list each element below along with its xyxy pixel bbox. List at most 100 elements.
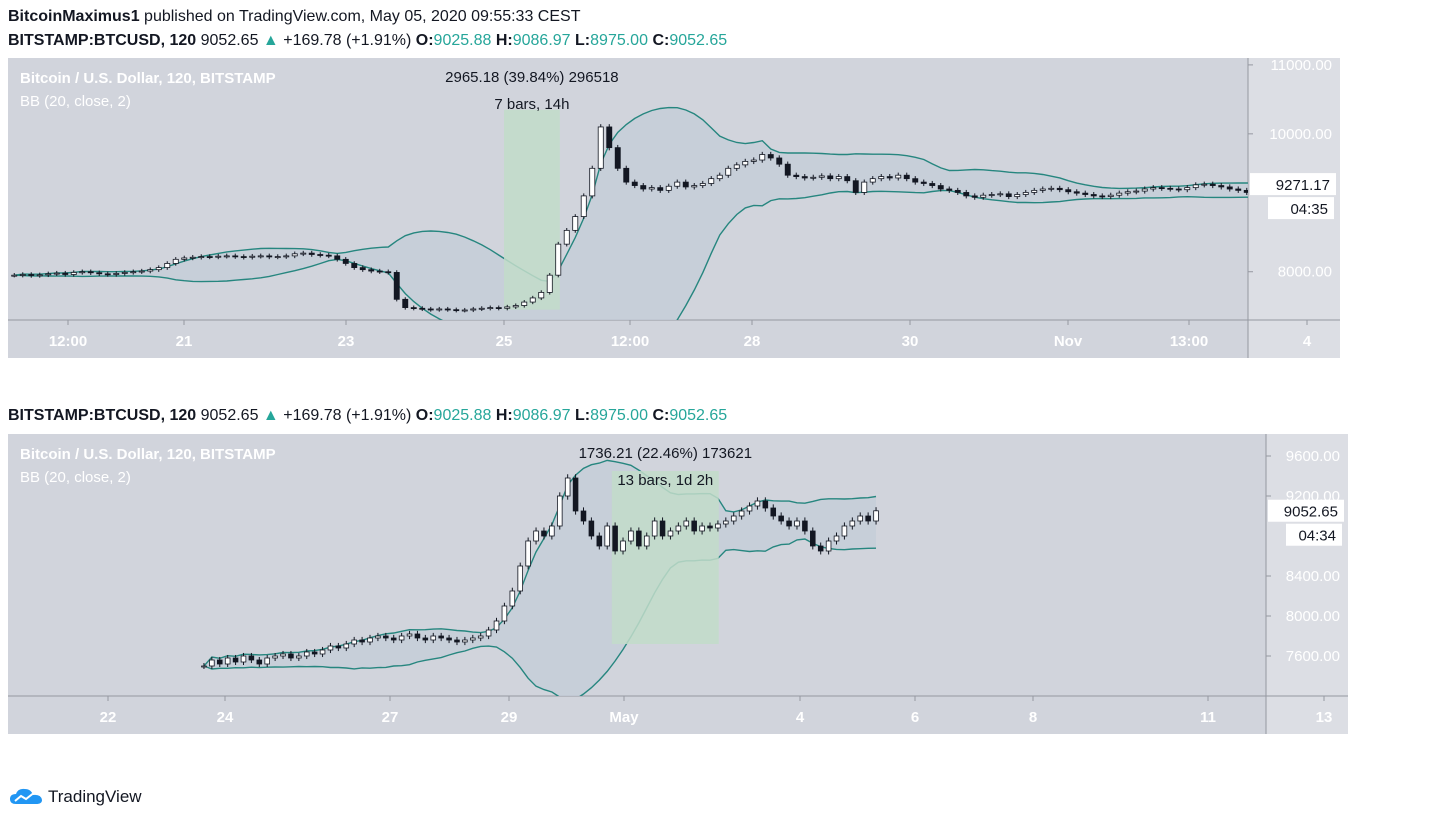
indicator-label: BB (20, close, 2) — [20, 469, 131, 486]
candle-body — [249, 255, 256, 258]
candle-body — [155, 267, 162, 271]
candle-body — [776, 157, 783, 165]
last-price-label: 9052.65 — [1284, 504, 1338, 521]
candle-body — [359, 267, 366, 271]
high-value: 9086.97 — [512, 32, 571, 49]
candle-body — [750, 159, 757, 162]
candle-body — [597, 126, 604, 169]
candle-body — [201, 665, 207, 668]
candle-body — [385, 271, 392, 274]
candle-body — [223, 255, 230, 258]
candle-body — [477, 635, 484, 639]
candle-body — [612, 525, 618, 552]
last-price-box — [1250, 173, 1336, 196]
candle-body — [895, 174, 902, 179]
candle-body — [715, 523, 721, 529]
candle-body — [588, 520, 595, 537]
candle-body — [572, 477, 579, 512]
footer-brand[interactable]: TradingView — [8, 786, 142, 808]
candle-body — [699, 183, 706, 186]
candle-body — [683, 520, 690, 527]
candle-body — [444, 308, 451, 311]
candle-body — [1014, 194, 1021, 197]
chart-title: Bitcoin / U.S. Dollar, 120, BITSTAMP — [20, 446, 276, 463]
publish-info: published on TradingView.com, May 05, 20… — [144, 8, 581, 25]
candle-body — [1150, 187, 1157, 190]
candle-body — [311, 651, 318, 655]
candle-body — [1073, 191, 1080, 194]
candle-body — [325, 254, 332, 257]
x-tick-label: 28 — [744, 333, 761, 350]
candle-body — [980, 194, 987, 198]
publish-line: BitcoinMaximus1 published on TradingView… — [8, 8, 580, 26]
countdown-label: 04:34 — [1298, 528, 1336, 545]
candle-body — [45, 273, 52, 276]
candle-body — [257, 255, 264, 258]
candle-body — [733, 164, 740, 169]
candle-body — [770, 507, 777, 517]
candle-body — [1209, 183, 1216, 186]
up-arrow-icon: ▲ — [262, 407, 279, 424]
symbol: BITSTAMP:BTCUSD, 120 — [8, 32, 197, 49]
plot-area — [201, 459, 879, 696]
x-tick-label: 12:00 — [49, 333, 87, 350]
symbol: BITSTAMP:BTCUSD, 120 — [8, 407, 197, 424]
candle-body — [1184, 187, 1191, 191]
measure-label-bars: 7 bars, 14h — [494, 96, 569, 113]
candle-body — [841, 525, 848, 537]
candle-body — [929, 183, 936, 186]
candle-body — [181, 257, 188, 260]
candle-body — [580, 195, 587, 217]
bb-band-fill — [14, 107, 1248, 320]
ohlc-line-bottom: BITSTAMP:BTCUSD, 120 9052.65 ▲ +169.78 (… — [8, 407, 727, 425]
candle-body — [810, 176, 817, 179]
candle-body — [538, 292, 545, 299]
candle-body — [215, 255, 222, 258]
candle-body — [209, 659, 215, 667]
candle-body — [274, 256, 281, 258]
low-label: L: — [575, 407, 591, 424]
candle-body — [852, 180, 859, 193]
candle-body — [1141, 188, 1148, 192]
candle-body — [266, 255, 273, 258]
candle-body — [96, 272, 103, 275]
candle-body — [636, 530, 642, 547]
candle-body — [296, 655, 302, 659]
candle-body — [130, 271, 137, 274]
candle-body — [280, 653, 286, 657]
candle-body — [232, 657, 239, 663]
close-label: C: — [652, 407, 670, 424]
candle-body — [623, 167, 630, 183]
candle-body — [1116, 192, 1123, 196]
candle-body — [997, 193, 1004, 196]
low-value: 8975.00 — [590, 32, 648, 49]
open-value: 9025.88 — [433, 407, 492, 424]
plot-area — [11, 106, 1248, 320]
candle-body — [1107, 194, 1114, 197]
high-label: H: — [495, 32, 513, 49]
bb-lower-band — [203, 538, 877, 696]
candle-body — [319, 649, 326, 655]
candle-body — [454, 639, 460, 643]
footer-brand-label: TradingView — [48, 787, 142, 806]
candle-body — [335, 645, 342, 649]
candle-body — [402, 298, 409, 308]
last-price: 9052.65 — [200, 407, 259, 424]
candle-body — [495, 307, 502, 309]
author-name[interactable]: BitcoinMaximus1 — [8, 8, 140, 25]
candle-body — [640, 185, 647, 190]
candle-body — [835, 176, 842, 180]
candle-body — [707, 525, 713, 529]
candle-body — [300, 252, 307, 255]
candle-body — [398, 635, 405, 641]
candle-body — [172, 258, 179, 264]
candle-body — [920, 181, 927, 184]
candle-body — [754, 500, 761, 507]
candle-body — [53, 272, 60, 275]
candle-body — [525, 540, 531, 567]
candle-body — [564, 477, 571, 497]
open-label: O: — [415, 407, 434, 424]
candle-body — [878, 176, 885, 180]
candle-body — [546, 274, 553, 293]
